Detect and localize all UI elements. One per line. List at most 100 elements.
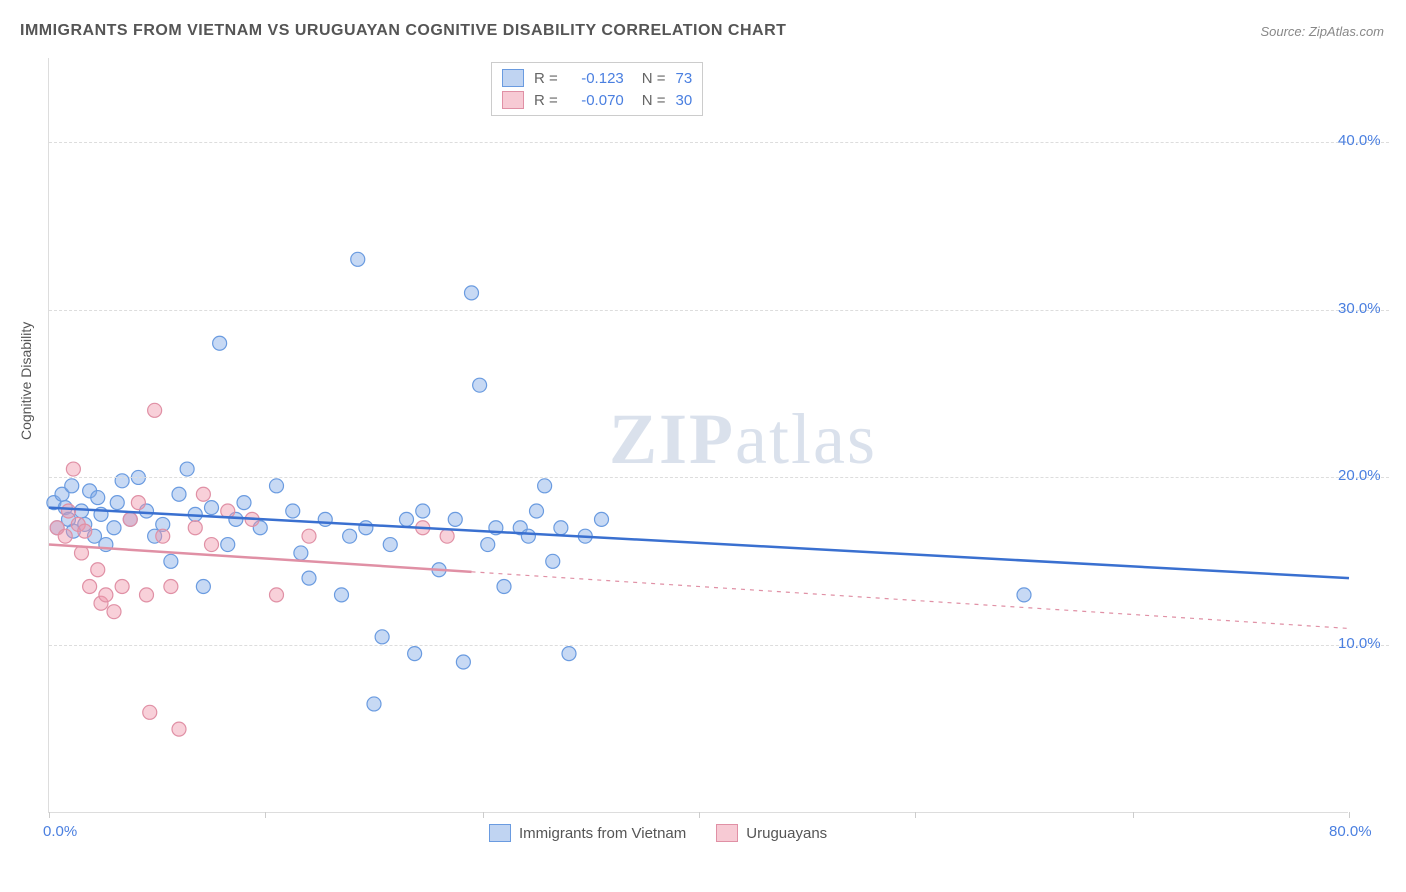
data-point [172,487,186,501]
data-point [270,588,284,602]
legend-swatch [502,91,524,109]
data-point [294,546,308,560]
data-point [123,512,137,526]
x-tick-mark [1349,812,1350,818]
data-point [497,580,511,594]
legend-swatch [489,824,511,842]
legend-swatch [716,824,738,842]
trend-line [49,545,472,572]
x-tick-mark [49,812,50,818]
data-point [83,580,97,594]
x-tick-label: 0.0% [43,823,77,840]
legend-r-label: R = [534,92,558,109]
data-point [318,512,332,526]
data-point [99,588,113,602]
legend-r-label: R = [534,70,558,87]
data-point [530,504,544,518]
data-point [237,496,251,510]
data-point [367,697,381,711]
data-point [66,462,80,476]
data-point [91,491,105,505]
data-point [302,529,316,543]
data-point [521,529,535,543]
data-point [383,538,397,552]
data-point [343,529,357,543]
data-point [595,512,609,526]
data-point [546,554,560,568]
data-point [335,588,349,602]
legend-n-label: N = [642,92,666,109]
data-point [465,286,479,300]
x-tick-label: 80.0% [1329,823,1372,840]
data-point [270,479,284,493]
data-point [140,588,154,602]
y-axis-label: Cognitive Disability [18,322,34,440]
data-point [481,538,495,552]
data-point [148,403,162,417]
legend-series-label: Immigrants from Vietnam [519,825,686,842]
data-point [400,512,414,526]
data-point [1017,588,1031,602]
y-tick-label: 30.0% [1338,300,1398,317]
x-tick-mark [1133,812,1134,818]
data-point [91,563,105,577]
data-point [302,571,316,585]
data-point [213,336,227,350]
y-tick-label: 10.0% [1338,635,1398,652]
data-point [65,479,79,493]
legend-stats-row: R = -0.123 N = 73 [502,67,692,89]
data-point [143,705,157,719]
legend-series: Immigrants from Vietnam Uruguayans [489,824,827,842]
y-tick-label: 40.0% [1338,132,1398,149]
data-point [538,479,552,493]
legend-series-item: Uruguayans [716,824,827,842]
y-tick-label: 20.0% [1338,467,1398,484]
data-point [221,538,235,552]
data-point [107,605,121,619]
data-point [351,252,365,266]
data-point [416,504,430,518]
data-point [188,521,202,535]
trend-line [49,508,1349,578]
data-point [196,487,210,501]
gridline [49,645,1389,646]
data-point [78,524,92,538]
data-point [115,474,129,488]
data-point [164,580,178,594]
data-point [408,647,422,661]
data-point [156,529,170,543]
gridline [49,142,1389,143]
data-point [375,630,389,644]
data-point [554,521,568,535]
legend-stats: R = -0.123 N = 73 R = -0.070 N = 30 [491,62,703,116]
legend-n-value: 73 [676,70,693,87]
plot-area: ZIPatlas R = -0.123 N = 73 R = -0.070 N … [48,58,1348,813]
source-label: Source: ZipAtlas.com [1260,24,1384,39]
legend-n-label: N = [642,70,666,87]
data-point [205,538,219,552]
data-point [440,529,454,543]
data-point [115,580,129,594]
x-tick-mark [915,812,916,818]
legend-r-value: -0.123 [568,70,624,87]
data-point [448,512,462,526]
legend-stats-row: R = -0.070 N = 30 [502,89,692,111]
legend-series-item: Immigrants from Vietnam [489,824,686,842]
data-point [473,378,487,392]
data-point [110,496,124,510]
data-point [180,462,194,476]
data-point [205,501,219,515]
data-point [107,521,121,535]
legend-swatch [502,69,524,87]
data-point [62,504,76,518]
x-tick-mark [483,812,484,818]
x-tick-mark [265,812,266,818]
legend-r-value: -0.070 [568,92,624,109]
gridline [49,310,1389,311]
data-point [75,504,89,518]
data-point [172,722,186,736]
data-point [562,647,576,661]
gridline [49,477,1389,478]
data-point [359,521,373,535]
scatter-plot-svg [49,58,1348,812]
